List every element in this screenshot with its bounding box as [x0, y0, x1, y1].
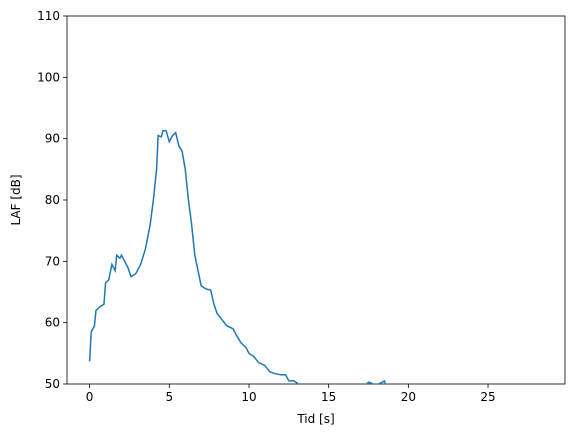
x-tick-label: 25	[480, 390, 495, 404]
x-tick-label: 10	[241, 390, 256, 404]
x-tick-label: 20	[401, 390, 416, 404]
y-tick-label: 90	[45, 132, 60, 146]
y-tick-label: 80	[45, 193, 60, 207]
y-tick-label: 70	[45, 254, 60, 268]
x-axis-label: Tid [s]	[296, 412, 334, 426]
y-axis-label: LAF [dB]	[9, 174, 23, 225]
y-tick-label: 110	[37, 9, 60, 23]
y-tick-label: 60	[45, 316, 60, 330]
x-tick-label: 0	[86, 390, 94, 404]
plot-frame	[66, 15, 566, 385]
y-tick-label: 100	[37, 70, 60, 84]
x-tick-label: 5	[165, 390, 173, 404]
y-tick-label: 50	[45, 377, 60, 391]
x-tick-label: 15	[321, 390, 336, 404]
line	[88, 129, 387, 384]
